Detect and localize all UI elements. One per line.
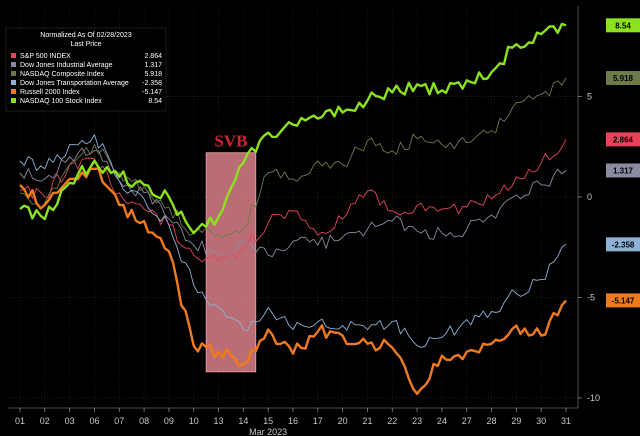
legend-swatch-4 <box>11 89 16 94</box>
badge-value-3: -2.358 <box>612 240 635 249</box>
x-tick-label-16: 16 <box>288 416 298 426</box>
legend-name-2: NASDAQ Composite Index <box>20 71 105 78</box>
badge-background-3 <box>606 237 640 252</box>
x-axis: Mar 2023 01 02 03 06 07 08 09 10 13 14 15 16 17 20 21 2… <box>15 408 571 436</box>
x-tick-label-24: 24 <box>437 416 447 426</box>
series-line-3 <box>19 134 567 348</box>
x-tick-label-08: 08 <box>139 416 149 426</box>
legend-value-3: -2.358 <box>142 80 162 87</box>
badge-2: 5.918 <box>606 70 640 85</box>
y-tick-label-0: 0 <box>587 192 592 202</box>
legend-swatch-2 <box>11 71 16 76</box>
x-tick-label-27: 27 <box>462 416 472 426</box>
legend-value-5: 8.54 <box>148 98 162 105</box>
legend-value-2: 5.918 <box>144 71 162 78</box>
y-tick-label-5: 5 <box>587 91 592 101</box>
badge-value-2: 5.918 <box>613 74 634 83</box>
x-tick-label-09: 09 <box>164 416 174 426</box>
series-line-4 <box>19 167 567 396</box>
legend-swatch-5 <box>11 98 16 103</box>
badge-value-4: -5.147 <box>612 296 635 305</box>
x-tick-label-31: 31 <box>561 416 571 426</box>
legend: Normalized As Of 02/28/2023 Last Price S… <box>5 27 167 112</box>
x-tick-label-01: 01 <box>15 416 25 426</box>
series-layer <box>19 22 567 396</box>
y-tick-label--5: -5 <box>587 292 595 302</box>
x-tick-label-06: 06 <box>89 416 99 426</box>
y-tick-label--10: -10 <box>587 393 600 403</box>
x-axis-label: Mar 2023 <box>249 427 287 436</box>
legend-swatch-3 <box>11 80 16 85</box>
badge-4: -5.147 <box>606 293 640 308</box>
badge-3: -2.358 <box>606 237 640 252</box>
legend-name-5: NASDAQ 100 Stock Index <box>20 98 102 105</box>
x-tick-label-14: 14 <box>238 416 248 426</box>
x-tick-label-21: 21 <box>362 416 372 426</box>
badge-background-4 <box>606 293 640 308</box>
legend-background <box>5 27 167 112</box>
last-value-badges: 2.864 1.317 5.918 -2.358 -5.147 8.54 <box>606 18 640 308</box>
svb-annotation-label: SVB <box>214 132 247 151</box>
x-tick-label-23: 23 <box>412 416 422 426</box>
series-line-2 <box>19 77 567 239</box>
legend-value-0: 2.864 <box>144 53 162 60</box>
y-axis: 5 0 -5 -10 <box>578 91 600 403</box>
x-tick-label-28: 28 <box>487 416 497 426</box>
legend-name-0: S&P 500 INDEX <box>20 53 71 60</box>
x-tick-label-30: 30 <box>536 416 546 426</box>
x-tick-label-07: 07 <box>114 416 124 426</box>
legend-subtitle: Last Price <box>70 41 101 48</box>
legend-swatch-1 <box>11 62 16 67</box>
badge-background-0 <box>606 132 640 147</box>
legend-rows: S&P 500 INDEX 2.864 Dow Jones Industrial A… <box>11 53 162 105</box>
badge-value-0: 2.864 <box>613 135 634 144</box>
x-tick-label-29: 29 <box>511 416 521 426</box>
badge-5: 8.54 <box>606 18 640 33</box>
badge-background-5 <box>606 18 640 33</box>
legend-name-3: Dow Jones Transportation Average <box>20 80 129 87</box>
x-tick-label-10: 10 <box>189 416 199 426</box>
series-line-0 <box>19 139 567 263</box>
badge-value-1: 1.317 <box>613 166 634 175</box>
x-tick-label-03: 03 <box>65 416 75 426</box>
badge-background-1 <box>606 163 640 178</box>
x-tick-label-17: 17 <box>313 416 323 426</box>
legend-value-1: 1.317 <box>144 62 162 69</box>
x-tick-label-22: 22 <box>387 416 397 426</box>
badge-background-2 <box>606 70 640 85</box>
x-tick-label-20: 20 <box>338 416 348 426</box>
legend-name-4: Russell 2000 Index <box>20 89 80 96</box>
badge-value-5: 8.54 <box>615 21 631 30</box>
legend-title: Normalized As Of 02/28/2023 <box>40 32 132 39</box>
x-tick-label-15: 15 <box>263 416 273 426</box>
legend-value-4: -5.147 <box>142 89 162 96</box>
x-tick-label-02: 02 <box>40 416 50 426</box>
x-tick-label-13: 13 <box>214 416 224 426</box>
badge-0: 2.864 <box>606 132 640 147</box>
series-line-5 <box>19 22 567 235</box>
badge-1: 1.317 <box>606 163 640 178</box>
legend-name-1: Dow Jones Industrial Average <box>20 62 113 69</box>
legend-swatch-0 <box>11 53 16 58</box>
